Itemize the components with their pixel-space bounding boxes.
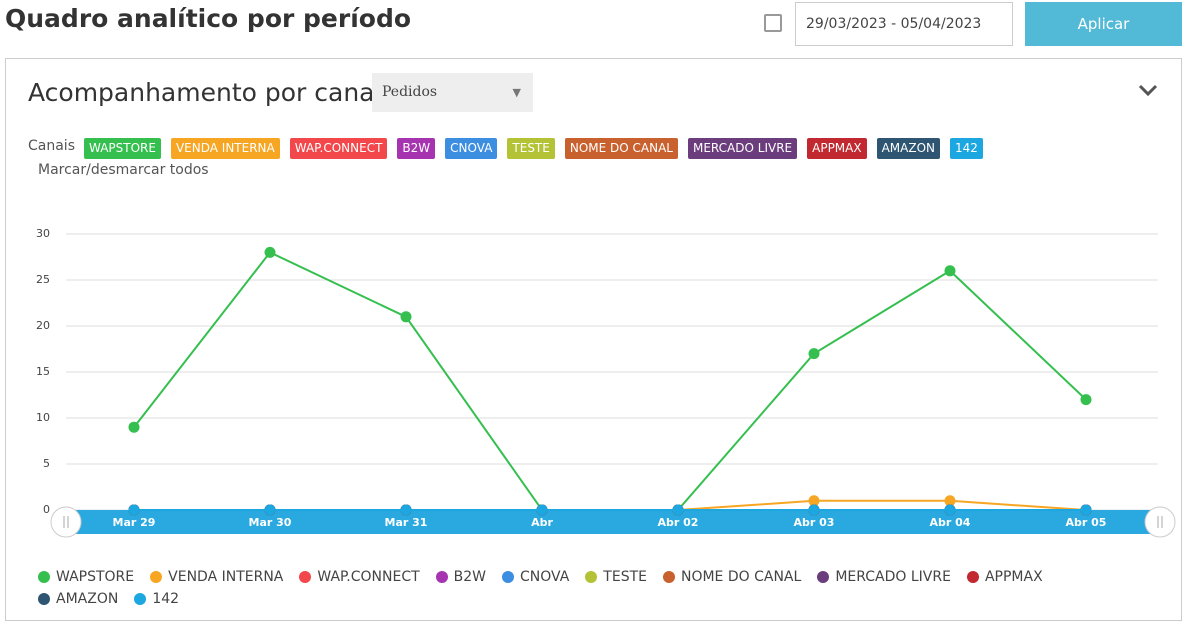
legend-label: VENDA INTERNA — [168, 569, 284, 585]
data-point — [808, 504, 820, 516]
legend-label: WAPSTORE — [56, 569, 135, 585]
channel-badge[interactable]: B2W — [397, 138, 436, 159]
legend-dot — [662, 571, 675, 583]
legend-label: CNOVA — [520, 569, 570, 585]
legend-label: TESTE — [603, 569, 647, 585]
apply-button[interactable]: Aplicar — [1025, 2, 1182, 46]
legend-dot — [299, 571, 312, 583]
legend-dot — [817, 571, 830, 583]
x-tick-label: Mar 29 — [113, 516, 156, 529]
legend-item[interactable]: MERCADO LIVRE — [817, 568, 951, 586]
series-line — [134, 499, 1087, 511]
panel-title: Acompanhamento por canal — [28, 78, 382, 107]
data-point — [808, 348, 820, 360]
legend-dot — [150, 571, 163, 583]
navigator-handle[interactable] — [1144, 506, 1176, 538]
channel-badge[interactable]: AMAZON — [876, 138, 941, 159]
data-point — [400, 504, 412, 516]
x-tick-label: Mar 30 — [249, 516, 292, 529]
legend-item[interactable]: NOME DO CANAL — [662, 568, 802, 586]
data-point — [400, 311, 412, 323]
legend-dot — [966, 571, 979, 583]
channel-badge[interactable]: CNOVA — [445, 138, 498, 159]
legend-item[interactable]: APPMAX — [966, 568, 1043, 586]
legend-item[interactable]: CNOVA — [502, 568, 569, 586]
legend-item[interactable]: TESTE — [585, 568, 647, 586]
legend-label: NOME DO CANAL — [680, 569, 802, 585]
legend-label: 142 — [152, 591, 180, 607]
y-tick-label: 5 — [43, 457, 50, 470]
data-point — [1080, 394, 1092, 406]
panel — [5, 58, 1182, 621]
legend: WAPSTORE VENDA INTERNA WAP.CONNECT B2W CNOVA… — [38, 568, 1118, 608]
legend-item[interactable]: WAPSTORE — [38, 568, 134, 586]
legend-label: B2W — [453, 569, 487, 585]
page-title: Quadro analítico por período — [5, 4, 412, 33]
toggle-all[interactable]: Marcar/desmarcar todos — [38, 162, 209, 178]
x-tick-label: Mar 31 — [385, 516, 428, 529]
data-point — [672, 504, 684, 516]
y-tick-label: 20 — [36, 319, 50, 332]
y-tick-label: 0 — [43, 503, 50, 516]
y-tick-label: 25 — [36, 273, 50, 286]
series-line — [133, 251, 1087, 511]
legend-item[interactable]: 142 — [134, 590, 179, 608]
channel-badge[interactable]: MERCADO LIVRE — [688, 138, 798, 159]
y-tick-label: 10 — [36, 411, 50, 424]
channel-badge[interactable]: NOME DO CANAL — [564, 138, 678, 159]
date-range-input[interactable]: 29/03/2023 - 05/04/2023 — [795, 2, 1013, 46]
legend-dot — [435, 571, 448, 583]
channels-label: Canais — [28, 138, 75, 154]
legend-label: WAP.CONNECT — [317, 569, 420, 585]
data-point — [944, 495, 956, 507]
channel-badge[interactable]: VENDA INTERNA — [170, 138, 280, 159]
metric-select[interactable]: Pedidos — [372, 73, 533, 112]
legend-item[interactable]: B2W — [435, 568, 487, 586]
y-tick-label: 15 — [36, 365, 50, 378]
legend-dot — [38, 593, 50, 605]
data-point — [944, 265, 956, 277]
navigator-handle[interactable] — [50, 506, 82, 538]
legend-item[interactable]: AMAZON — [38, 590, 118, 608]
data-point — [264, 504, 276, 516]
channel-badge[interactable]: WAPSTORE — [84, 138, 161, 159]
calendar-icon[interactable] — [764, 14, 782, 32]
x-tick-label: Abr 03 — [794, 516, 835, 529]
data-point — [128, 421, 140, 433]
channel-badges: WAPSTORE VENDA INTERNA WAP.CONNECT B2W CNOVA… — [84, 138, 983, 159]
legend-dot — [38, 571, 50, 583]
x-tick-label: Abr 05 — [1066, 516, 1107, 529]
channel-badge[interactable]: 142 — [950, 138, 983, 159]
legend-label: MERCADO LIVRE — [835, 569, 951, 585]
x-tick-label: Abr 04 — [930, 516, 971, 529]
channel-badge[interactable]: APPMAX — [807, 138, 867, 159]
legend-label: AMAZON — [56, 591, 119, 607]
data-point — [264, 246, 276, 258]
data-point — [944, 504, 956, 516]
x-tick-label: Abr 02 — [658, 516, 699, 529]
y-tick-label: 30 — [36, 227, 50, 240]
legend-dot — [502, 571, 515, 583]
channel-badge[interactable]: TESTE — [507, 138, 555, 159]
legend-label: APPMAX — [984, 569, 1043, 585]
legend-item[interactable]: VENDA INTERNA — [150, 568, 283, 586]
navigator-band — [66, 510, 1158, 534]
legend-dot — [585, 571, 598, 583]
data-point — [128, 504, 140, 516]
legend-item[interactable]: WAP.CONNECT — [299, 568, 420, 586]
legend-dot — [134, 593, 147, 605]
data-point — [808, 495, 820, 507]
x-tick-label: Abr — [531, 516, 553, 529]
data-point — [536, 504, 548, 516]
data-point — [1080, 504, 1092, 516]
channel-badge[interactable]: WAP.CONNECT — [289, 138, 388, 159]
collapse-chevron[interactable] — [1138, 84, 1158, 97]
